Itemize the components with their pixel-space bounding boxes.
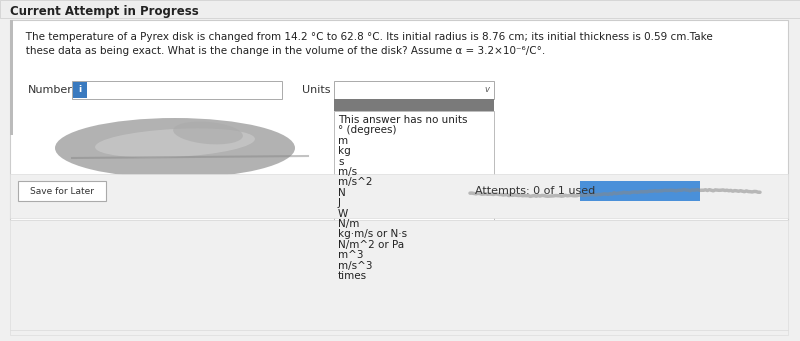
Text: s: s	[338, 157, 343, 167]
FancyBboxPatch shape	[0, 0, 800, 18]
Text: kg: kg	[338, 146, 350, 156]
Text: W: W	[338, 209, 348, 219]
Text: Attempts: 0 of 1 used: Attempts: 0 of 1 used	[475, 186, 595, 196]
Text: Number: Number	[28, 85, 73, 95]
Ellipse shape	[173, 122, 243, 144]
FancyBboxPatch shape	[10, 20, 788, 220]
FancyBboxPatch shape	[580, 181, 700, 201]
Text: m/s^3: m/s^3	[338, 261, 373, 271]
FancyBboxPatch shape	[73, 82, 87, 98]
Text: times: times	[338, 271, 367, 281]
FancyBboxPatch shape	[334, 99, 494, 111]
FancyBboxPatch shape	[334, 81, 494, 99]
Text: N/m: N/m	[338, 219, 359, 229]
Text: m: m	[338, 136, 348, 146]
Text: m/s: m/s	[338, 167, 357, 177]
Text: Units: Units	[302, 85, 330, 95]
Text: i: i	[78, 86, 82, 94]
Text: kg·m/s or N·s: kg·m/s or N·s	[338, 229, 407, 239]
Text: The temperature of a Pyrex disk is changed from 14.2 °C to 62.8 °C. Its initial : The temperature of a Pyrex disk is chang…	[16, 32, 713, 42]
FancyBboxPatch shape	[10, 220, 788, 335]
Text: Current Attempt in Progress: Current Attempt in Progress	[10, 4, 198, 17]
FancyBboxPatch shape	[10, 20, 13, 135]
Text: N/m^2 or Pa: N/m^2 or Pa	[338, 240, 404, 250]
Text: N: N	[338, 188, 346, 198]
Text: J: J	[338, 198, 341, 208]
FancyBboxPatch shape	[18, 181, 106, 201]
Text: Save for Later: Save for Later	[30, 187, 94, 195]
Text: ° (degrees): ° (degrees)	[338, 125, 397, 135]
Ellipse shape	[55, 118, 295, 178]
Ellipse shape	[95, 129, 255, 158]
Text: v: v	[485, 86, 490, 94]
Text: these data as being exact. What is the change in the volume of the disk? Assume : these data as being exact. What is the c…	[16, 46, 546, 56]
FancyBboxPatch shape	[334, 111, 494, 279]
FancyBboxPatch shape	[10, 174, 788, 218]
Text: m/s^2: m/s^2	[338, 177, 373, 188]
Text: This answer has no units: This answer has no units	[338, 115, 467, 125]
FancyBboxPatch shape	[72, 81, 282, 99]
Text: m^3: m^3	[338, 250, 363, 260]
